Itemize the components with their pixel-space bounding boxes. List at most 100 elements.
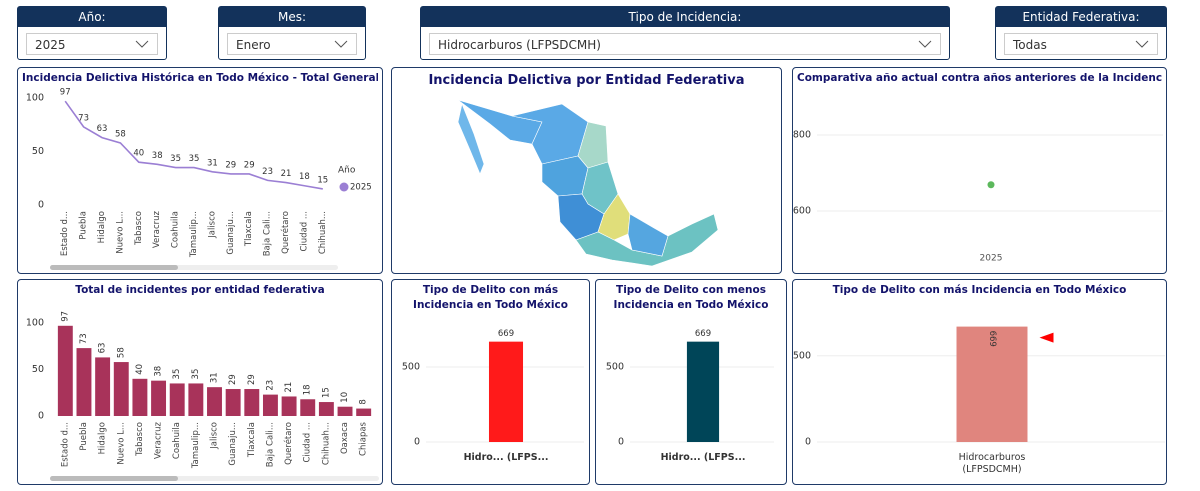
chart-title: Tipo de Delito con más Incidencia en Tod… xyxy=(832,284,1127,296)
x-tick-label: Tlaxcala xyxy=(247,422,257,458)
x-tick-label: Hidrocarburos (LFPSDCMH) xyxy=(958,452,1026,475)
x-tick-label: Chiapas xyxy=(359,421,369,455)
data-label: 40 xyxy=(133,149,144,159)
map-region xyxy=(627,213,669,257)
dropdown[interactable]: 2025 xyxy=(26,33,158,55)
data-label: 669 xyxy=(695,329,711,339)
y-tick-label: 0 xyxy=(618,437,624,448)
x-tick-label: Tamaulip... xyxy=(189,211,199,258)
bar xyxy=(225,389,241,416)
legend-marker xyxy=(339,182,349,192)
bar xyxy=(300,399,316,416)
x-tick-label: Jalisco xyxy=(210,422,220,450)
dropdown[interactable]: Hidrocarburos (LFPSDCMH) xyxy=(429,33,941,55)
x-tick-label: Baja Cali... xyxy=(265,422,275,467)
bar xyxy=(113,362,129,416)
chart-title: Incidencia Delictiva Histórica en Todo M… xyxy=(22,72,378,84)
bar xyxy=(356,408,372,416)
month-filter[interactable]: Mes: Enero xyxy=(218,6,366,60)
x-tick-label: Ciudad ... xyxy=(299,211,309,252)
chart-panel: 0 50 100 Estado d... Puebla Hidalgo Nuevo L...… xyxy=(17,279,383,485)
x-tick-label: Chihuah... xyxy=(318,211,328,254)
chart-title: Tipo de Delito con más Incidencia en Tod… xyxy=(413,284,568,311)
y-tick-label: 600 xyxy=(793,206,811,217)
data-label: 23 xyxy=(262,167,273,177)
bar xyxy=(207,387,222,416)
bar xyxy=(488,341,524,442)
x-tick-label: Nuevo L... xyxy=(115,211,125,254)
chart: 0 50 100 Estado d... Puebla Hidalgo Nuevo L...… xyxy=(26,311,379,481)
data-label: 31 xyxy=(207,158,218,168)
data-label: 97 xyxy=(60,88,71,98)
state-filter[interactable]: Entidad Federativa: Todas xyxy=(995,6,1167,60)
y-tick-label: 50 xyxy=(32,364,44,375)
data-label: 29 xyxy=(244,160,255,170)
bar xyxy=(95,357,111,416)
x-tick-label: Chihuah... xyxy=(321,422,331,465)
data-label: 10 xyxy=(340,392,350,403)
data-label: 58 xyxy=(116,347,126,358)
filter-label: Mes: xyxy=(219,7,365,27)
x-tick-label: Coahuila xyxy=(171,211,181,248)
map-region xyxy=(457,102,485,175)
chart: 0 500 669 xyxy=(402,329,584,448)
x-tick-label: Estado d... xyxy=(60,211,70,256)
incidence-filter[interactable]: Tipo de Incidencia: Hidrocarburos (LFPSD… xyxy=(420,6,950,60)
x-tick-label: Hidro... (LFPS... xyxy=(660,452,746,463)
bar xyxy=(281,396,297,416)
data-label: 669 xyxy=(987,331,997,347)
dropdown[interactable]: Todas xyxy=(1004,33,1158,55)
chart: 0 500 669 xyxy=(606,329,774,448)
x-tick-label: Tabasco xyxy=(134,211,144,246)
data-label: 35 xyxy=(172,369,182,380)
chevron xyxy=(135,40,149,48)
x-tick-label: Puebla xyxy=(79,422,89,451)
chart-panel: Incidencia Delictiva por Entidad Federat… xyxy=(391,67,782,274)
chart xyxy=(457,99,719,267)
x-tick-label: Veracruz xyxy=(152,210,162,248)
x-tick-label: Puebla xyxy=(79,211,89,240)
x-tick-label: Hidalgo xyxy=(98,422,108,454)
chart-title: Total de incidentes por entidad federati… xyxy=(75,284,325,296)
data-label: 31 xyxy=(210,372,220,383)
dropdown-value: Enero xyxy=(236,38,271,52)
x-tick-label: 2025 xyxy=(980,254,1003,264)
y-tick-label: 0 xyxy=(38,411,44,422)
legend-label: 2025 xyxy=(350,183,372,193)
bar xyxy=(76,348,92,416)
chart-title: Comparativa año actual contra años anter… xyxy=(797,72,1162,84)
data-label: 669 xyxy=(498,329,514,339)
x-tick-label: Querétaro xyxy=(283,422,294,465)
chart: 0 50 100 Estado d... Puebla Hidalgo Nuevo L...… xyxy=(26,88,372,270)
chart: 600 800 2025 xyxy=(793,130,1163,264)
data-label: 73 xyxy=(79,333,89,344)
year-filter[interactable]: Año: 2025 xyxy=(17,6,167,60)
data-label: 15 xyxy=(321,387,331,398)
bar xyxy=(686,341,720,442)
data-label: 8 xyxy=(359,399,369,404)
data-label: 40 xyxy=(135,364,145,375)
x-tick-label: Nuevo L... xyxy=(116,422,126,465)
filter-label: Año: xyxy=(18,7,166,27)
chart-panel: 600 800 2025 Comparativa año actual contra … xyxy=(792,67,1167,274)
chart-title: Tipo de Delito con menos Incidencia en T… xyxy=(613,284,769,311)
chevron xyxy=(334,40,348,48)
bar xyxy=(132,378,148,416)
x-tick-label: Tamaulip... xyxy=(191,422,201,469)
x-tick-label: Oaxaca xyxy=(340,422,350,454)
data-label: 35 xyxy=(191,369,201,380)
chevron xyxy=(918,40,932,48)
data-label: 18 xyxy=(299,172,310,182)
scrollbar-thumb xyxy=(50,476,178,481)
dropdown-value: 2025 xyxy=(35,38,66,52)
data-label: 15 xyxy=(317,175,328,185)
data-label: 58 xyxy=(115,129,126,139)
bar xyxy=(337,406,353,416)
dropdown[interactable]: Enero xyxy=(227,33,357,55)
bar xyxy=(318,402,334,416)
data-label: 35 xyxy=(170,154,181,164)
data-label: 21 xyxy=(284,382,294,393)
y-tick-label: 500 xyxy=(606,362,624,373)
scrollbar-thumb xyxy=(50,265,178,270)
